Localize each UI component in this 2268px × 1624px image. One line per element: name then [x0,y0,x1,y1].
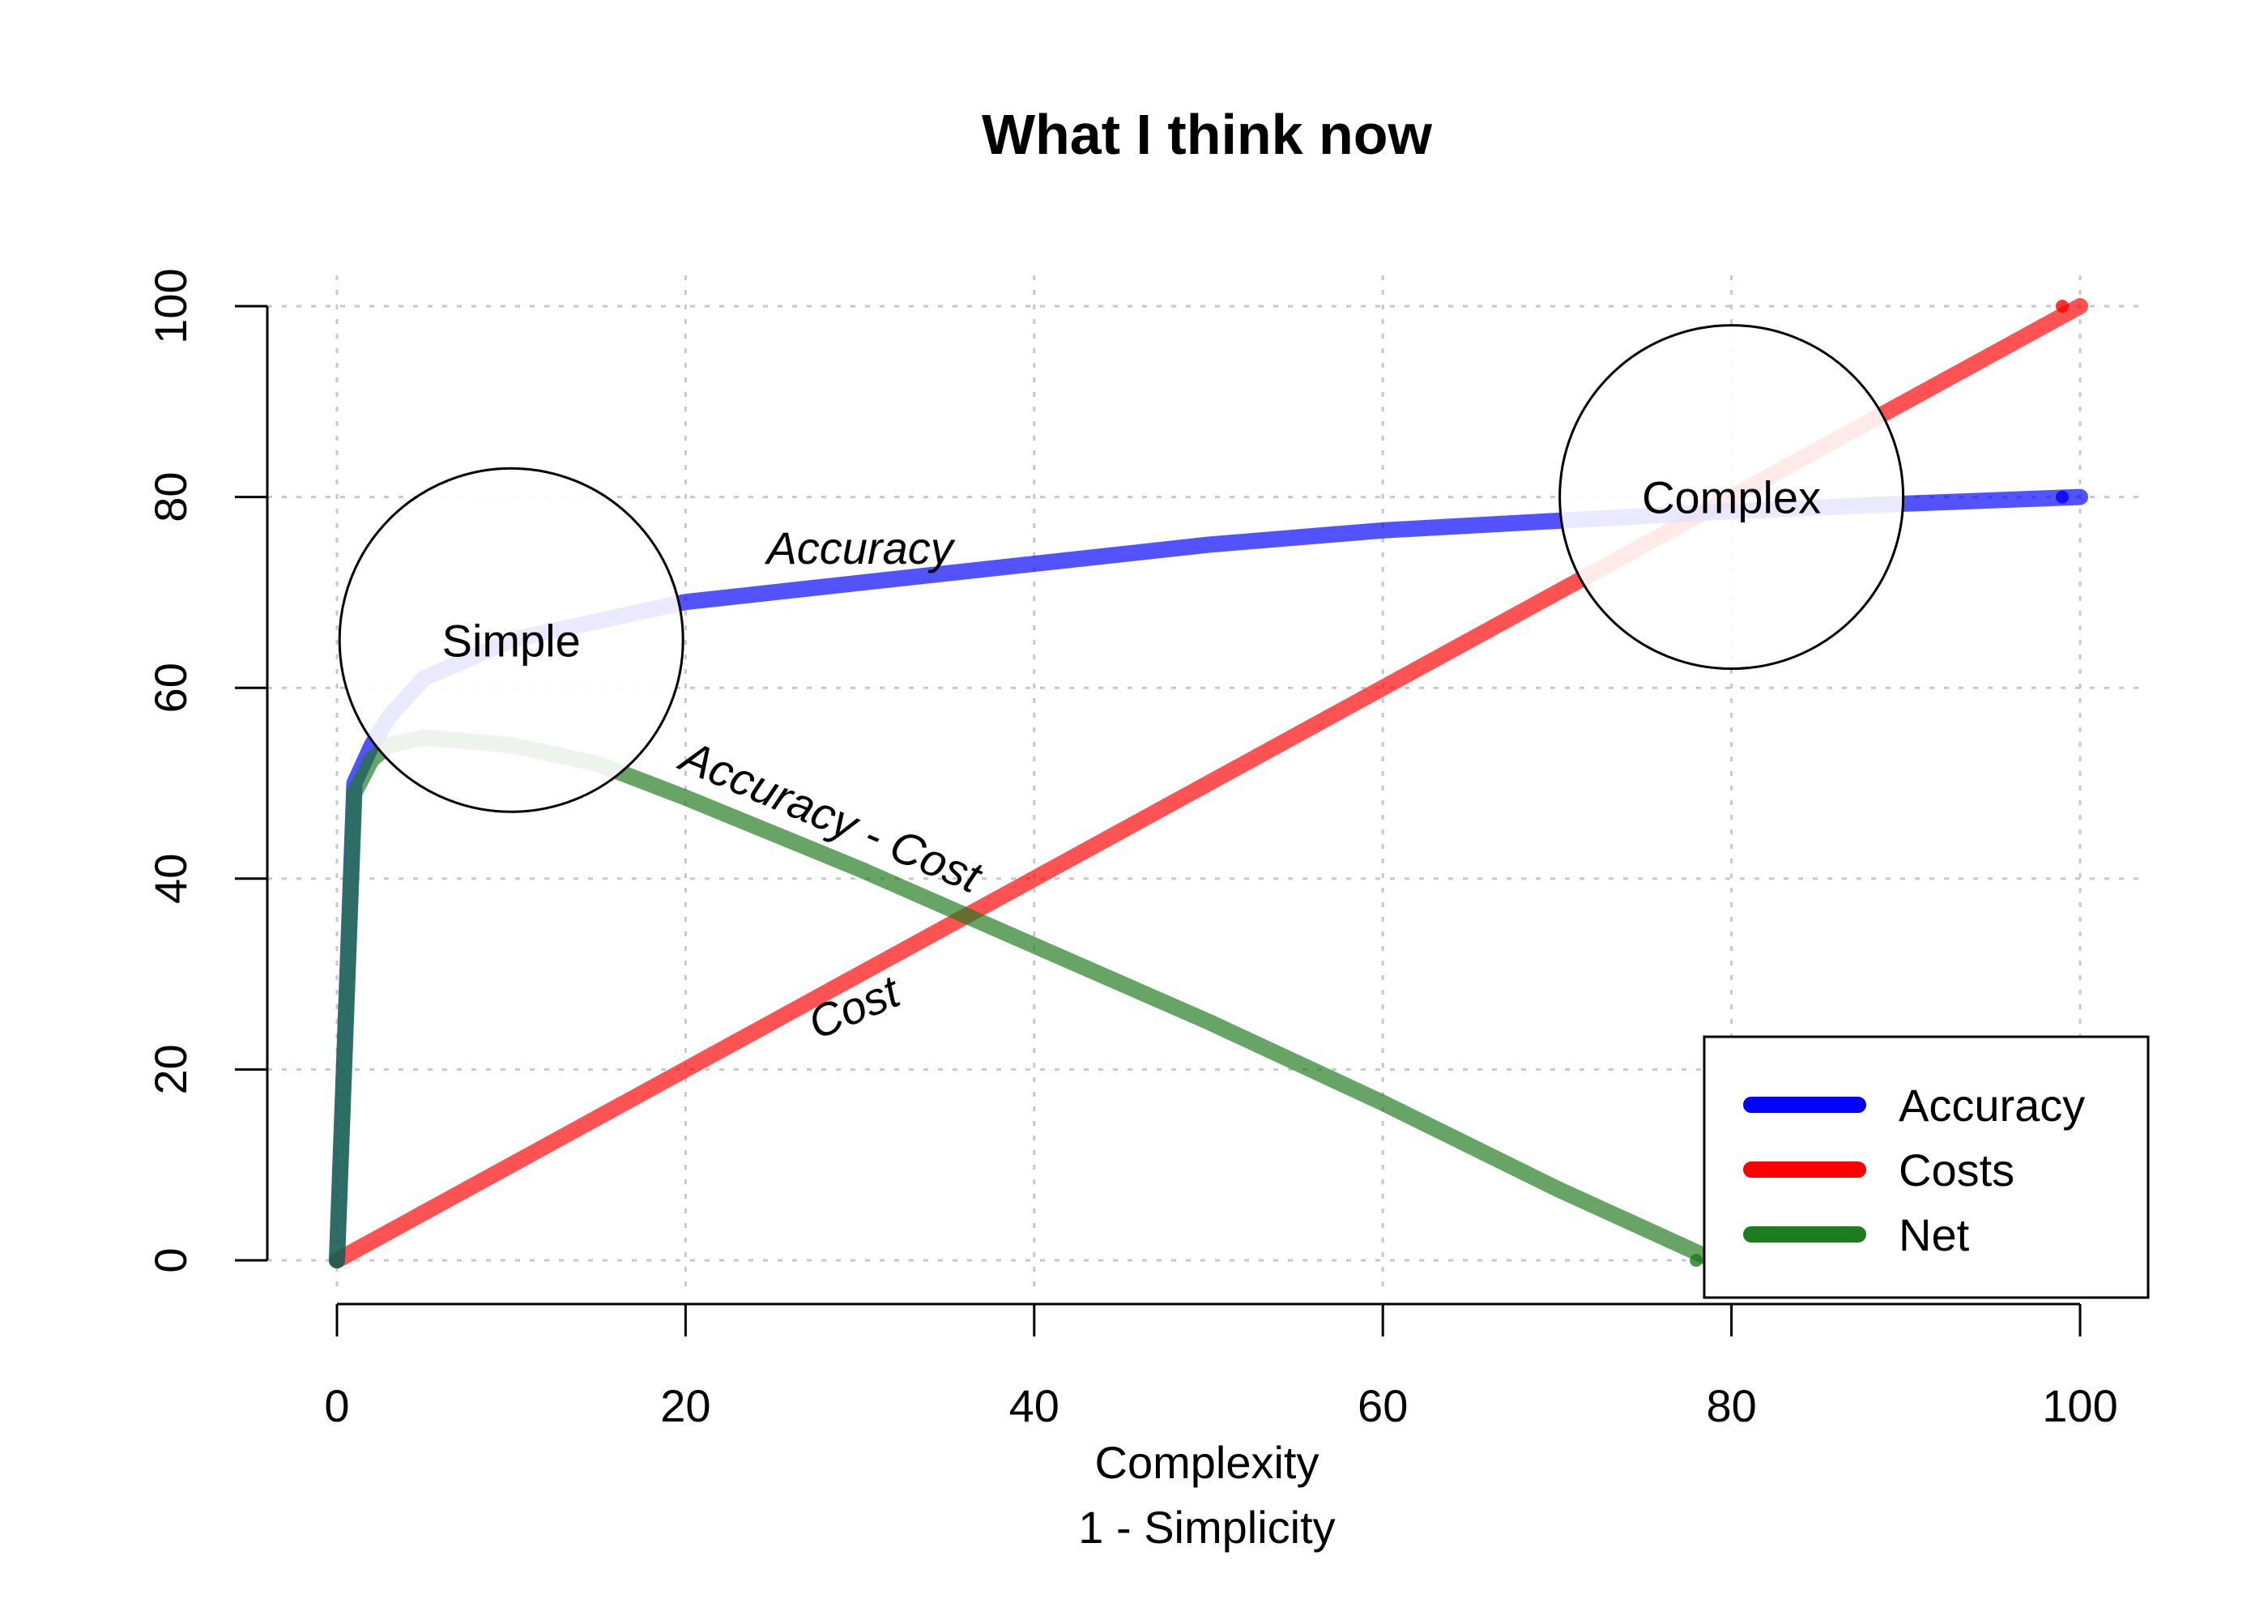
y-tick-label: 80 [145,471,196,522]
circle-layer: Simple Complex [338,324,1905,813]
y-tick-label: 20 [145,1044,196,1094]
series-point-costs [2056,300,2069,313]
y-tick-label: 0 [145,1247,196,1272]
x-tick-label: 100 [2042,1380,2117,1431]
chart-title: What I think now [982,103,1433,166]
y-tick-label: 40 [145,854,196,904]
x-tick-label: 0 [324,1380,349,1431]
series-point-accuracy [2056,490,2069,504]
series-line-net [329,729,1723,1268]
circle-label-complex: Complex [1642,472,1821,523]
x-axis-title-line2: 1 - Simplicity [1078,1502,1335,1553]
legend: Accuracy Costs Net [1703,1035,2150,1299]
y-tick-label: 100 [145,268,196,343]
legend-label-accuracy: Accuracy [1899,1080,2085,1131]
x-tick-label: 40 [1009,1380,1059,1431]
series-point-net [1690,1254,1703,1267]
legend-label-net: Net [1899,1209,1970,1260]
axis-layer: 0 20 40 60 80 100 0 20 40 60 80 100 [145,268,2118,1431]
circle-label-simple: Simple [442,615,581,666]
x-tick-label: 20 [660,1380,710,1431]
highlight-circle-complex [1558,324,1905,671]
x-tick-label: 60 [1358,1380,1408,1431]
legend-label-costs: Costs [1899,1144,2014,1196]
x-axis-title-line1: Complexity [1095,1437,1319,1488]
y-tick-label: 60 [145,663,196,713]
annotation-0: Accuracy [764,522,955,573]
x-tick-label: 80 [1706,1380,1756,1431]
highlight-circle-simple [338,467,684,813]
